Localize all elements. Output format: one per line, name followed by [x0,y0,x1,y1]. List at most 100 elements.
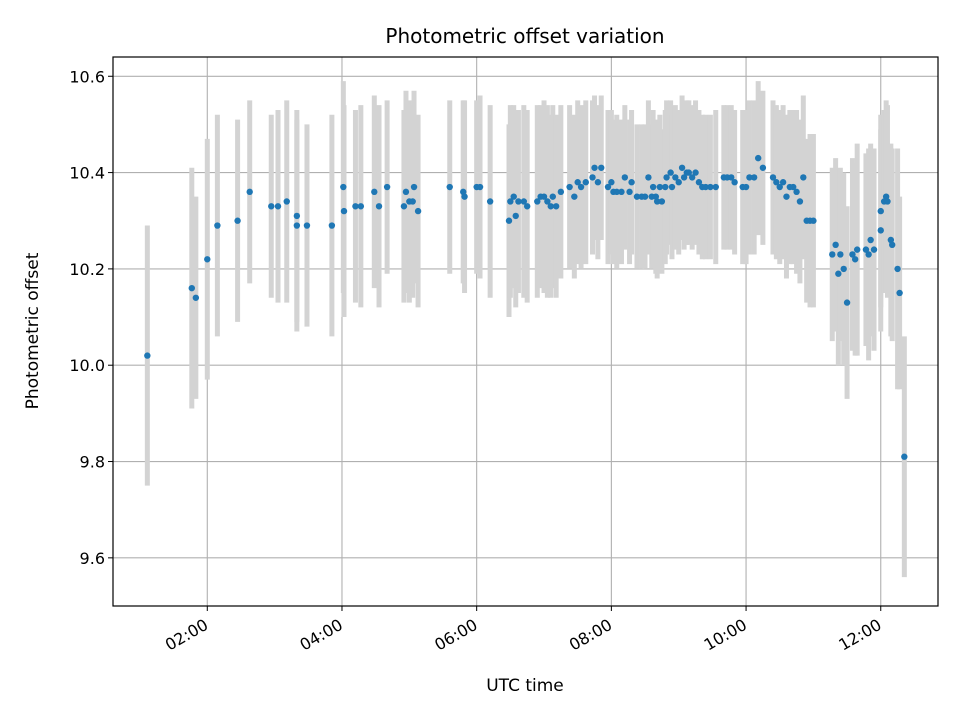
data-point [663,174,670,181]
data-point [843,299,851,306]
data-point [414,207,422,215]
data-point [604,183,612,191]
data-point [534,198,541,205]
data-point [773,179,780,186]
y-tick-label: 10.4 [69,164,105,183]
data-point [621,174,629,181]
data-point [461,193,468,200]
data-point [628,179,635,186]
chart-title: Photometric offset variation [385,24,664,48]
data-point [613,188,620,196]
data-point [692,169,699,176]
data-point [656,183,664,191]
data-point [633,193,641,200]
y-tick-label: 10.6 [69,67,105,86]
data-points [144,154,908,460]
y-tick-label: 9.8 [80,453,105,472]
y-tick-label: 9.6 [80,549,105,568]
data-point [877,207,884,215]
data-point [851,256,859,263]
y-tick-label: 10.0 [69,356,105,375]
data-point [810,217,817,224]
data-point [678,164,686,171]
data-point [460,188,467,196]
data-point [793,188,800,196]
data-point [783,193,790,200]
data-point [594,179,602,186]
data-point [688,174,696,181]
data-point [582,179,589,186]
data-point [486,198,494,205]
data-point [653,198,661,205]
data-point [512,212,519,220]
y-axis: 9.6 9.8 10.0 10.2 10.4 10.6 [69,67,113,568]
data-point [796,198,804,205]
data-point [889,241,896,249]
data-point [750,174,758,181]
data-point [835,270,842,277]
data-point [204,256,211,263]
data-point [246,188,253,196]
data-point [672,174,679,181]
data-point [340,183,347,191]
data-point [649,183,657,191]
data-point [552,203,560,210]
data-point [192,294,200,301]
data-point [352,203,359,210]
data-point [759,164,767,171]
data-point [668,183,676,191]
data-point [790,183,797,191]
data-point [402,188,410,196]
data-point [837,251,844,258]
data-point [695,179,703,186]
data-point [274,203,282,210]
data-point [862,246,870,253]
data-point [234,217,241,224]
data-point [667,169,674,176]
data-point [849,251,856,258]
data-point [877,227,884,234]
x-axis-label: UTC time [486,676,564,696]
data-point [901,453,908,460]
data-point [549,193,556,200]
data-point [702,183,709,191]
data-point [731,179,738,186]
data-point [540,193,548,200]
data-point [645,174,652,181]
data-point [776,183,783,191]
data-point [675,179,682,186]
data-point [293,212,301,220]
data-point [598,164,605,171]
data-point [357,203,365,210]
data-point [884,198,891,205]
data-point [712,183,719,191]
data-point [832,241,839,249]
data-point [728,174,735,181]
data-point [340,207,348,215]
data-point [520,198,528,205]
data-point [887,236,895,244]
data-point [662,183,669,191]
plot-frame [112,56,939,607]
data-point [409,198,416,205]
data-point [507,198,514,205]
data-point [742,183,750,191]
data-point [618,188,625,196]
y-tick-label: 10.2 [69,260,105,279]
data-point [658,198,666,205]
data-point [896,289,903,297]
data-point [882,193,890,200]
data-point [574,179,581,186]
data-point [523,203,531,210]
data-point [865,251,872,258]
data-point [371,188,378,196]
data-point [566,183,573,191]
data-point [707,183,714,191]
data-point [303,222,311,229]
data-point [446,183,453,191]
data-point [510,193,517,200]
data-point [383,183,391,191]
data-point [268,203,275,210]
data-point [829,251,836,258]
data-point [557,188,565,196]
